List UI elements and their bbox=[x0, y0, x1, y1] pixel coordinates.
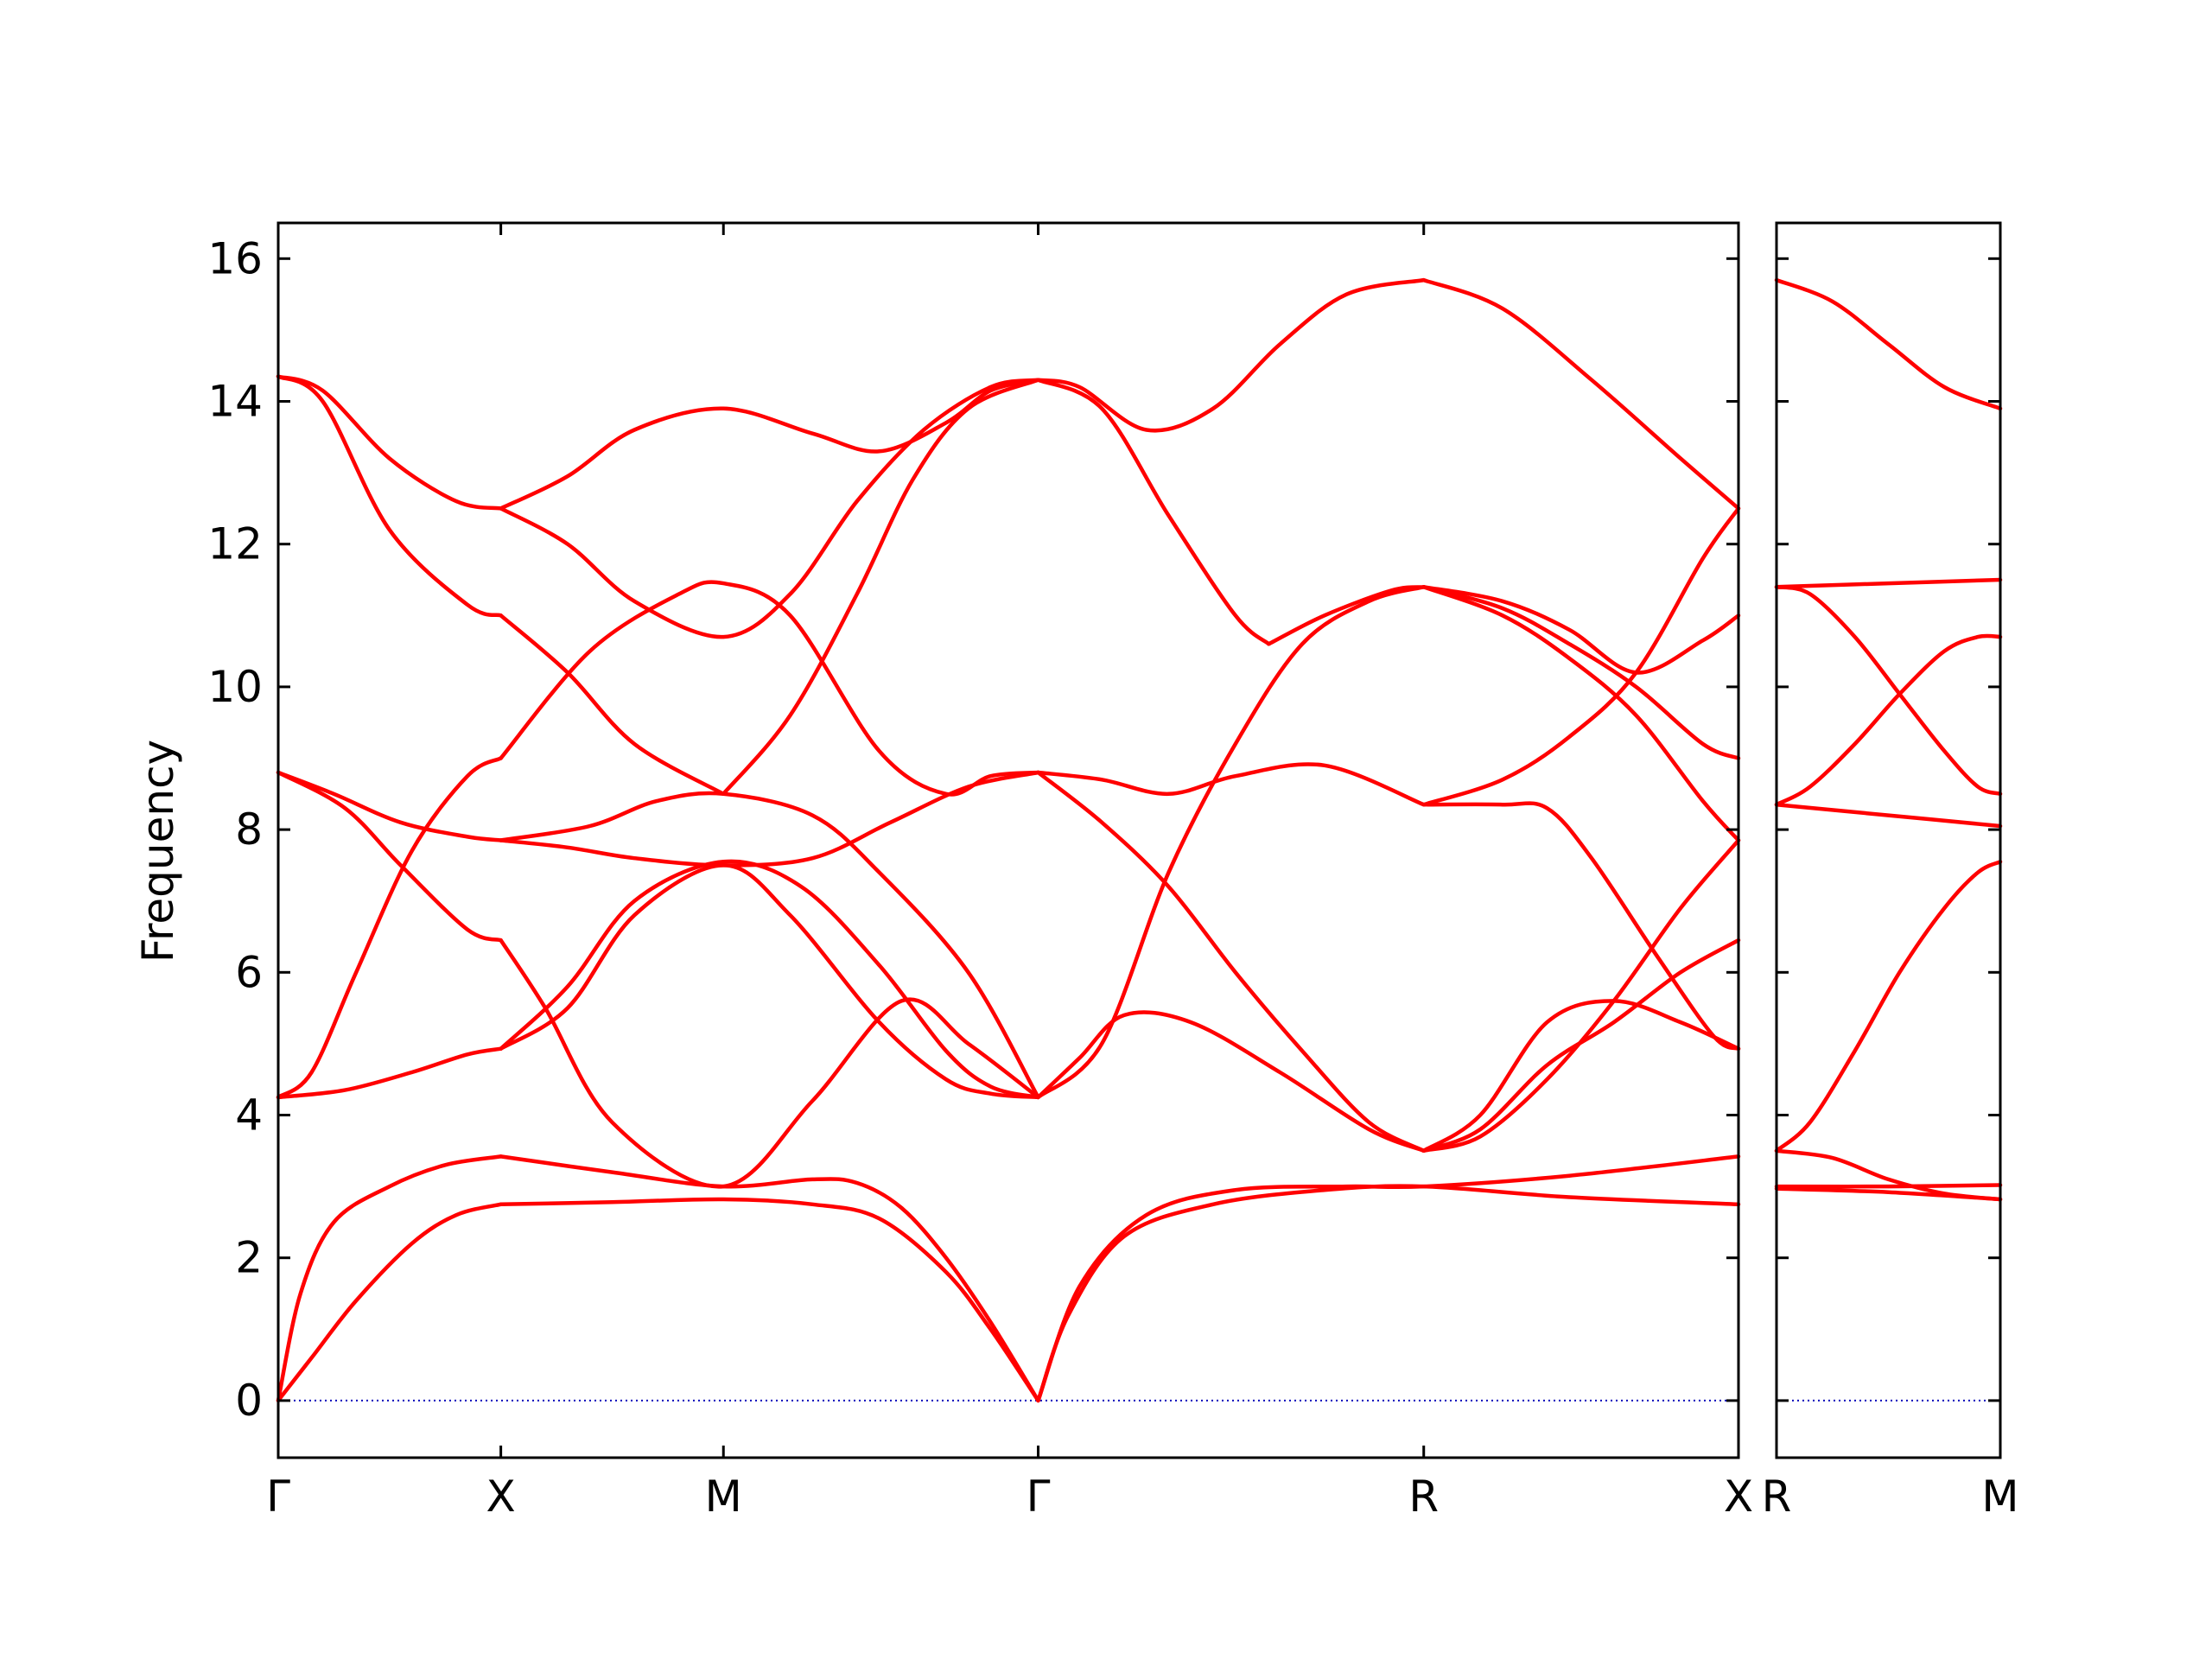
band-line-33 bbox=[1421, 585, 1741, 842]
band-line-7 bbox=[276, 1046, 503, 1100]
band-line-8 bbox=[276, 756, 503, 1100]
band-line-9 bbox=[499, 580, 1040, 797]
x-tick-label: X bbox=[1724, 1471, 1753, 1522]
band-line-27 bbox=[1036, 585, 1426, 1100]
band-line-5 bbox=[1774, 802, 2003, 829]
band-line-31 bbox=[1421, 585, 1741, 675]
x-tick-label: M bbox=[1981, 1471, 2018, 1522]
band-line-13 bbox=[499, 791, 1040, 1100]
x-tick-label: R bbox=[1762, 1471, 1792, 1522]
band-line-20 bbox=[499, 859, 1040, 1100]
main-band-panel: 0 2 4 6 8 10 12 14 16 Γ X M Γ R X bbox=[207, 221, 1753, 1522]
band-line-4 bbox=[1774, 633, 2003, 807]
band-line-21 bbox=[499, 863, 1040, 1100]
x-tick-label: Γ bbox=[266, 1471, 290, 1522]
y-tick-label: 12 bbox=[207, 519, 263, 569]
band-line-10 bbox=[276, 770, 503, 842]
band-line-8 bbox=[1774, 1186, 2003, 1202]
y-tick-label: 6 bbox=[235, 947, 263, 997]
band-line-4 bbox=[499, 1154, 1040, 1403]
y-tick-label: 8 bbox=[235, 804, 263, 855]
band-line-12 bbox=[499, 770, 1040, 868]
band-line-1 bbox=[1774, 277, 2003, 411]
band-line-28 bbox=[1036, 762, 1426, 807]
x-tick-label: R bbox=[1408, 1471, 1439, 1522]
band-line-18 bbox=[499, 613, 726, 797]
band-line-29 bbox=[1036, 1010, 1426, 1154]
band-line-17 bbox=[499, 378, 1040, 639]
axes-frame bbox=[1775, 221, 2002, 1459]
y-tick-label: 16 bbox=[207, 233, 263, 283]
y-axis-label: Frequency bbox=[133, 740, 183, 963]
band-line-6 bbox=[1036, 1184, 1741, 1403]
x-tick-label: X bbox=[486, 1471, 515, 1522]
y-tick-label: 2 bbox=[235, 1233, 263, 1283]
band-line-3 bbox=[499, 1197, 1040, 1403]
band-line-19 bbox=[721, 378, 1040, 797]
y-tick-label: 10 bbox=[207, 662, 263, 712]
band-line-22 bbox=[499, 938, 1040, 1189]
band-line-2 bbox=[1774, 577, 2003, 589]
band-line-35 bbox=[1421, 801, 1741, 1051]
y-tick-label: 0 bbox=[235, 1376, 263, 1426]
band-line-38 bbox=[1421, 838, 1741, 1154]
band-line-25 bbox=[1036, 378, 1271, 646]
band-line-5 bbox=[1036, 1154, 1741, 1403]
axes-frame bbox=[276, 221, 1740, 1459]
band-line-11 bbox=[276, 770, 503, 943]
band-line-30 bbox=[1036, 770, 1426, 1154]
band-line-2 bbox=[276, 1154, 503, 1403]
band-line-32 bbox=[1421, 585, 1741, 760]
band-line-1 bbox=[276, 1202, 503, 1403]
band-line-6 bbox=[1774, 860, 2003, 1154]
y-tick-label: 14 bbox=[207, 377, 263, 427]
y-tick-label: 4 bbox=[235, 1090, 263, 1141]
band-line-23 bbox=[1036, 277, 1426, 433]
band-line-15 bbox=[276, 374, 503, 618]
band-line-26 bbox=[1267, 585, 1426, 646]
x-tick-label: M bbox=[705, 1471, 742, 1522]
x-tick-label: Γ bbox=[1027, 1471, 1051, 1522]
band-line-24 bbox=[1421, 277, 1741, 511]
band-line-36 bbox=[1421, 999, 1741, 1154]
band-line-34 bbox=[1421, 506, 1741, 807]
band-line-14 bbox=[276, 374, 503, 511]
band-line-9 bbox=[1774, 1183, 2003, 1189]
